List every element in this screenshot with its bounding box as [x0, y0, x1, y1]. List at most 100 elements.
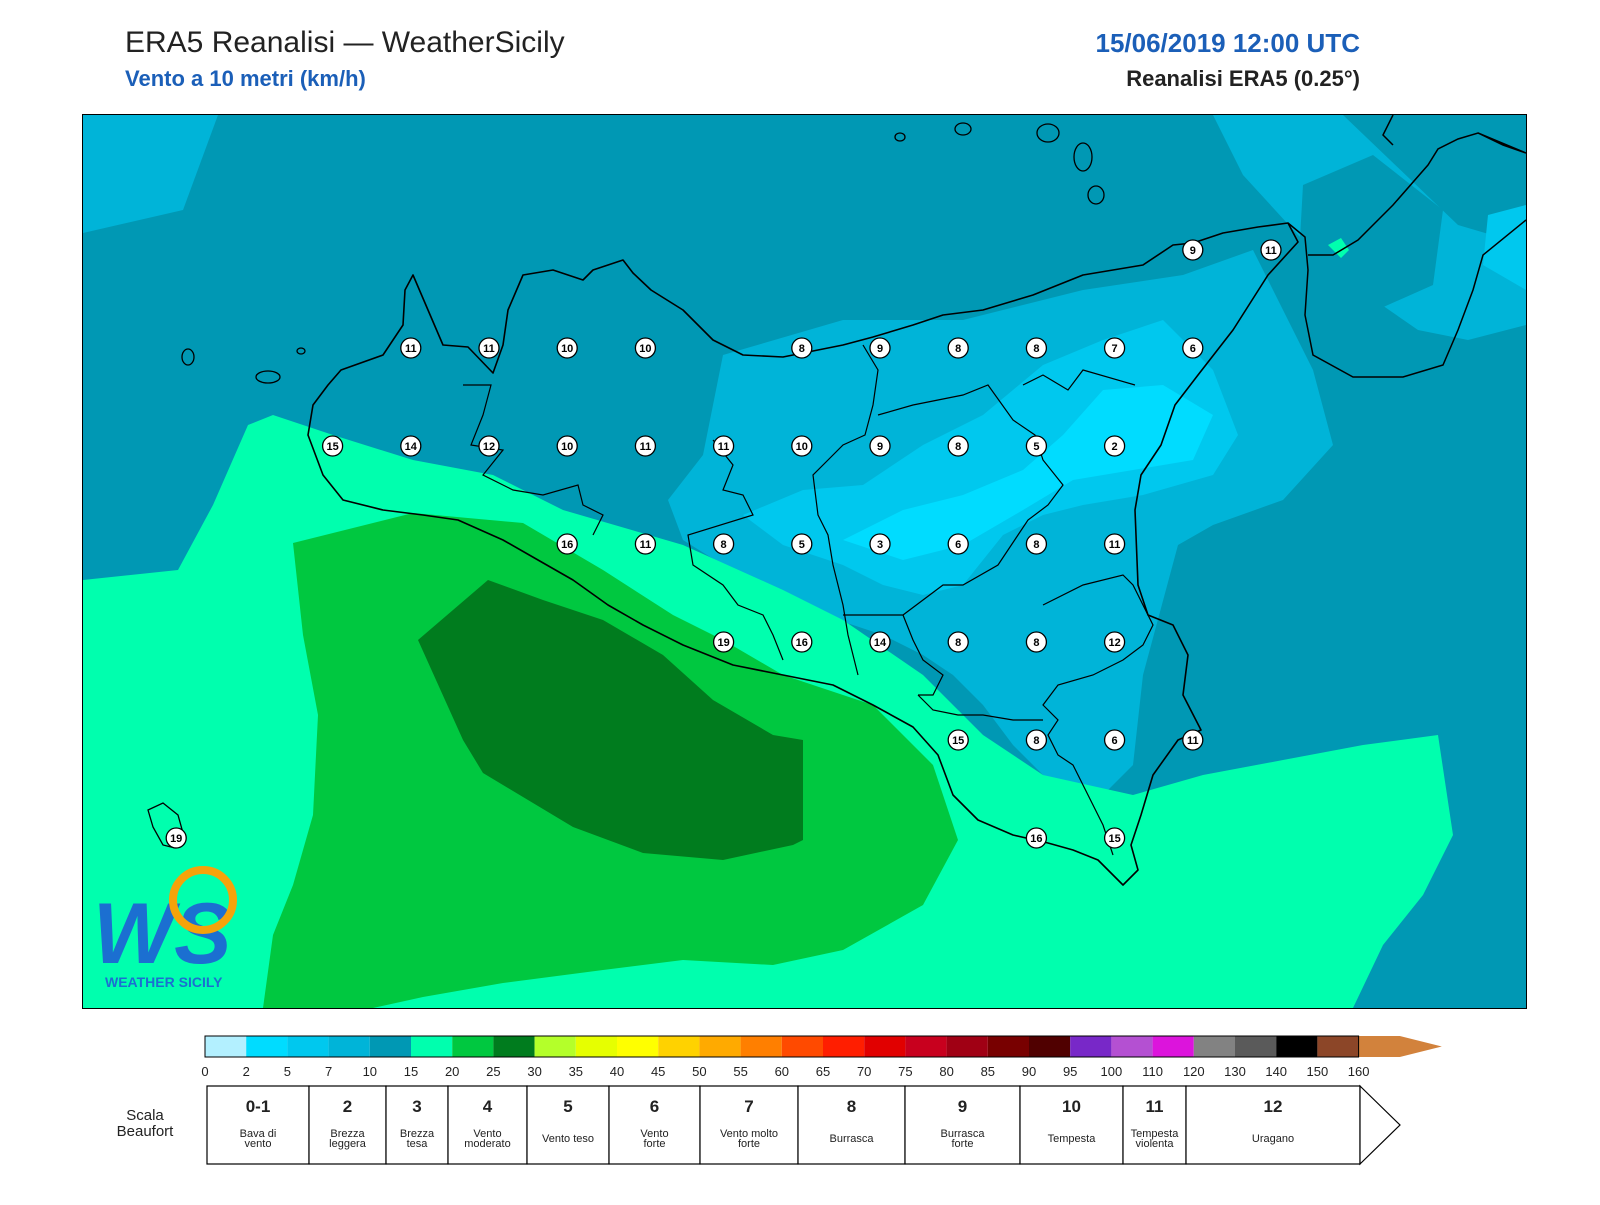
station-circle [869, 631, 891, 653]
station-marker: 8 [1025, 337, 1048, 359]
beaufort-label: Scala [126, 1107, 164, 1124]
station-circle [556, 435, 578, 457]
wind-band-2-5-inland [843, 385, 1213, 560]
colorbar-segment [575, 1036, 617, 1057]
colorbar-tick: 2 [243, 1064, 250, 1079]
station-circle [947, 729, 969, 751]
island-marettimo [181, 348, 195, 366]
colorbar-tick: 20 [445, 1064, 459, 1079]
station-marker: 14 [869, 631, 891, 653]
station-markers: 9 11 11 11 10 10 8 9 8 8 7 6 15 14 12 10 11 11 10 9 8 5 2 16 11 8… [165, 239, 1282, 849]
colorbar-segment [781, 1036, 823, 1057]
station-marker: 15 [1103, 827, 1126, 849]
station-value: 14 [405, 441, 418, 453]
station-circle [321, 435, 344, 457]
station-marker: 10 [791, 435, 813, 457]
station-circle [791, 533, 813, 555]
station-value: 8 [955, 343, 961, 355]
colorbar-tick: 5 [284, 1064, 291, 1079]
station-circle [1103, 337, 1126, 359]
station-value: 8 [1033, 735, 1039, 747]
station-marker: 2 [1103, 435, 1126, 457]
station-circle [1182, 729, 1204, 751]
station-circle [869, 337, 891, 359]
colorbar-tick: 140 [1265, 1064, 1287, 1079]
colorbar-tick: 160 [1348, 1064, 1370, 1079]
station-circle [947, 337, 969, 359]
beaufort-box [797, 1085, 906, 1165]
station-circle [1025, 337, 1048, 359]
station-circle [1025, 435, 1048, 457]
colorbar-segment [411, 1036, 453, 1057]
colorbar-tick: 40 [610, 1064, 624, 1079]
station-circle [1025, 631, 1048, 653]
colorbar-segment [617, 1036, 659, 1057]
map-subtitle: Vento a 10 metri (km/h) [125, 66, 366, 91]
beaufort-number: 7 [744, 1097, 753, 1116]
beaufort-name: tesa [407, 1138, 429, 1150]
wind-band-25-30 [418, 580, 803, 860]
colorbar-segment [246, 1036, 288, 1057]
colorbar-frame [204, 1035, 1360, 1058]
station-marker: 10 [556, 337, 578, 359]
island-alicudi [894, 132, 906, 142]
colorbar-tick: 55 [733, 1064, 747, 1079]
colorbar-segment [1317, 1036, 1359, 1057]
station-value: 8 [955, 441, 961, 453]
station-circle [947, 631, 969, 653]
beaufort-name: forte [951, 1138, 973, 1150]
border-enna [843, 384, 1064, 616]
station-value: 16 [796, 637, 808, 649]
border-caltanissetta [812, 344, 879, 676]
station-marker: 5 [1025, 435, 1048, 457]
colorbar-tick: 120 [1183, 1064, 1205, 1079]
station-marker: 8 [1025, 533, 1048, 555]
station-marker: 11 [478, 337, 500, 359]
beaufort-number: 5 [563, 1097, 572, 1116]
station-circle [791, 631, 813, 653]
station-value: 10 [796, 441, 808, 453]
station-circle [791, 337, 813, 359]
wind-band-15-20-spot [1328, 238, 1349, 258]
island-levanzo [296, 347, 306, 355]
colorbar-tick: 65 [816, 1064, 830, 1079]
station-marker: 3 [869, 533, 891, 555]
station-value: 14 [874, 637, 887, 649]
beaufort-name: violenta [1136, 1138, 1175, 1150]
colorbar-tick: 45 [651, 1064, 665, 1079]
station-marker: 8 [1025, 631, 1048, 653]
station-marker: 16 [791, 631, 813, 653]
legend-canvas: 0 2 5 7 10 15 20 25 30 35 40 45 50 55 60 65 70 75 80 85 90 95… [117, 1035, 1442, 1166]
beaufort-label-line2: Beaufort [117, 1123, 175, 1140]
beaufort-name: Burrasca [829, 1133, 874, 1145]
colorbar-segment [905, 1036, 947, 1057]
colorbar-tick: 100 [1101, 1064, 1123, 1079]
station-circle [400, 337, 422, 359]
model-label: Reanalisi ERA5 (0.25°) [1126, 66, 1360, 91]
beaufort-class: 12 Uragano [1185, 1085, 1361, 1165]
station-value: 15 [1108, 833, 1120, 845]
colorbar-segment [534, 1036, 576, 1057]
station-value: 11 [640, 539, 652, 551]
wind-band-5-7-east [1483, 205, 1526, 290]
station-value: 11 [718, 441, 730, 453]
beaufort-name: Vento teso [542, 1133, 594, 1145]
station-value: 8 [1033, 539, 1039, 551]
beaufort-box [699, 1085, 799, 1165]
station-circle [1103, 631, 1126, 653]
station-marker: 6 [1182, 337, 1204, 359]
station-circle [1025, 729, 1048, 751]
colorbar-segment [1070, 1036, 1112, 1057]
colorbar-segment [658, 1036, 700, 1057]
station-circle [712, 631, 735, 653]
station-value: 7 [1112, 343, 1118, 355]
colorbar-tick: 10 [363, 1064, 377, 1079]
beaufort-arrow [1359, 1084, 1401, 1166]
station-value: 8 [1033, 637, 1039, 649]
station-value: 9 [1190, 245, 1196, 257]
island-vulcano [1087, 185, 1105, 205]
station-marker: 8 [947, 631, 969, 653]
border-trapani-palermo [463, 384, 604, 536]
